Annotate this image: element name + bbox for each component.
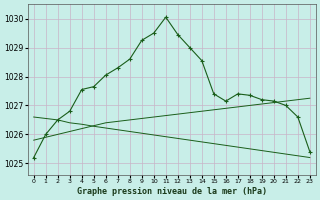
X-axis label: Graphe pression niveau de la mer (hPa): Graphe pression niveau de la mer (hPa) (77, 187, 267, 196)
